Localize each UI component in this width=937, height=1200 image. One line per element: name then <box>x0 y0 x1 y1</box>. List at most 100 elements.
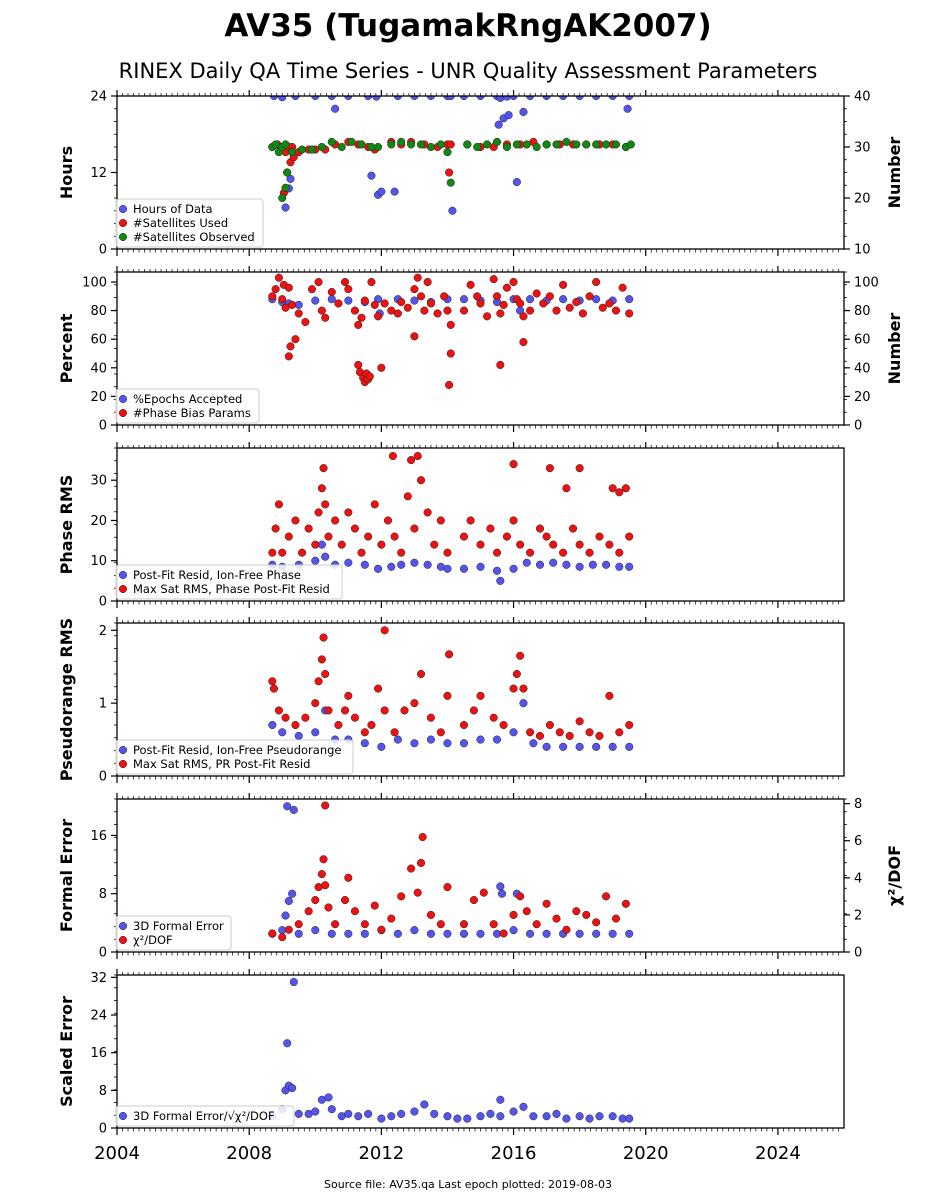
legend-marker <box>118 745 128 755</box>
ytick-label: 30 <box>90 474 107 489</box>
ytick-right-label: 20 <box>854 192 871 207</box>
ytick-label: 0 <box>99 419 107 434</box>
data-point <box>311 896 320 905</box>
data-point <box>380 706 389 715</box>
plot-frame <box>116 271 845 426</box>
data-point <box>466 516 475 525</box>
data-point <box>623 104 632 113</box>
data-point <box>321 552 330 561</box>
data-point <box>492 735 502 744</box>
data-point <box>291 335 300 344</box>
data-point <box>443 739 452 748</box>
data-point <box>618 283 627 292</box>
data-point <box>324 903 333 912</box>
data-point <box>598 303 607 312</box>
data-point <box>357 140 366 149</box>
data-point <box>278 295 287 304</box>
data-point <box>625 532 634 541</box>
data-point <box>324 532 333 541</box>
data-point <box>304 524 313 533</box>
data-point <box>509 96 518 101</box>
data-point <box>443 548 452 557</box>
data-point <box>445 380 454 390</box>
data-point <box>519 699 528 708</box>
data-point <box>443 929 452 938</box>
data-point <box>552 140 561 149</box>
data-point <box>526 306 535 315</box>
data-point <box>416 140 426 149</box>
data-point <box>621 484 630 493</box>
ytick-right-label: 40 <box>854 90 871 105</box>
data-point <box>443 306 452 315</box>
data-point <box>504 111 513 120</box>
data-points <box>268 452 634 585</box>
data-point <box>337 540 346 549</box>
data-points <box>268 978 634 1123</box>
data-point <box>585 728 594 737</box>
ytick-label: 60 <box>90 333 107 348</box>
ytick-right-label: 0 <box>854 946 862 961</box>
data-point <box>286 174 295 183</box>
data-point <box>608 96 617 101</box>
data-point <box>374 684 383 693</box>
legend-entry: %Epochs Accepted <box>133 392 242 406</box>
data-point <box>420 306 429 315</box>
data-point <box>562 1114 571 1123</box>
data-point <box>344 929 353 938</box>
data-point <box>344 558 353 567</box>
panel-2: 0 20 40 60 80 100 0 20 40 60 80 100 Percent Number %Ep… <box>57 266 904 434</box>
legend: Hours of Data#Satellites Used#Satellites… <box>115 198 264 248</box>
data-point <box>575 562 584 571</box>
data-point <box>397 1109 406 1118</box>
data-point <box>298 145 307 154</box>
data-point <box>562 484 571 493</box>
data-point <box>621 899 630 908</box>
data-point <box>625 720 634 730</box>
data-point <box>387 914 396 923</box>
xtick-label: 2004 <box>94 1143 140 1164</box>
ytick-right-label: 8 <box>854 797 862 812</box>
legend-entry: Max Sat RMS, Phase Post-Fit Resid <box>133 582 330 596</box>
data-point <box>476 540 485 549</box>
data-point <box>459 532 469 541</box>
ytick-right-label: 4 <box>854 871 862 886</box>
data-point <box>502 142 511 152</box>
ytick-label: 0 <box>99 770 107 785</box>
data-point <box>539 299 548 308</box>
data-point <box>545 464 554 473</box>
data-point <box>492 137 502 146</box>
legend: 3D Formal Error/√χ²/DOF <box>115 1105 295 1127</box>
legend-entry: Post-Fit Resid, Ion-Free Pseudorange <box>133 743 341 757</box>
plot-frame <box>116 622 845 777</box>
xtick-label: 2020 <box>623 1143 669 1164</box>
ytick-right-label: 30 <box>854 141 871 156</box>
data-point <box>311 728 320 737</box>
data-point <box>549 540 558 549</box>
data-point <box>516 892 525 901</box>
data-point <box>393 929 402 938</box>
data-point <box>269 96 279 101</box>
data-point <box>416 669 426 679</box>
data-point <box>370 300 379 309</box>
data-point <box>545 720 554 730</box>
data-point <box>423 560 432 569</box>
data-point <box>595 532 604 541</box>
data-point <box>350 907 359 916</box>
data-point <box>588 560 597 569</box>
y-axis-label-right: Number <box>885 137 904 209</box>
data-point <box>502 532 511 541</box>
data-point <box>509 516 518 525</box>
data-point <box>410 332 419 341</box>
ytick-right-label: 100 <box>854 276 879 291</box>
data-point <box>383 516 393 525</box>
data-point <box>321 801 330 810</box>
data-point <box>321 669 330 679</box>
data-point <box>446 320 455 329</box>
data-point <box>559 742 568 751</box>
data-point <box>445 650 454 659</box>
data-point <box>317 484 326 493</box>
legend-entry: Max Sat RMS, PR Post-Fit Resid <box>133 757 310 771</box>
data-point <box>374 312 383 321</box>
data-point <box>443 564 452 573</box>
data-point <box>390 728 399 737</box>
